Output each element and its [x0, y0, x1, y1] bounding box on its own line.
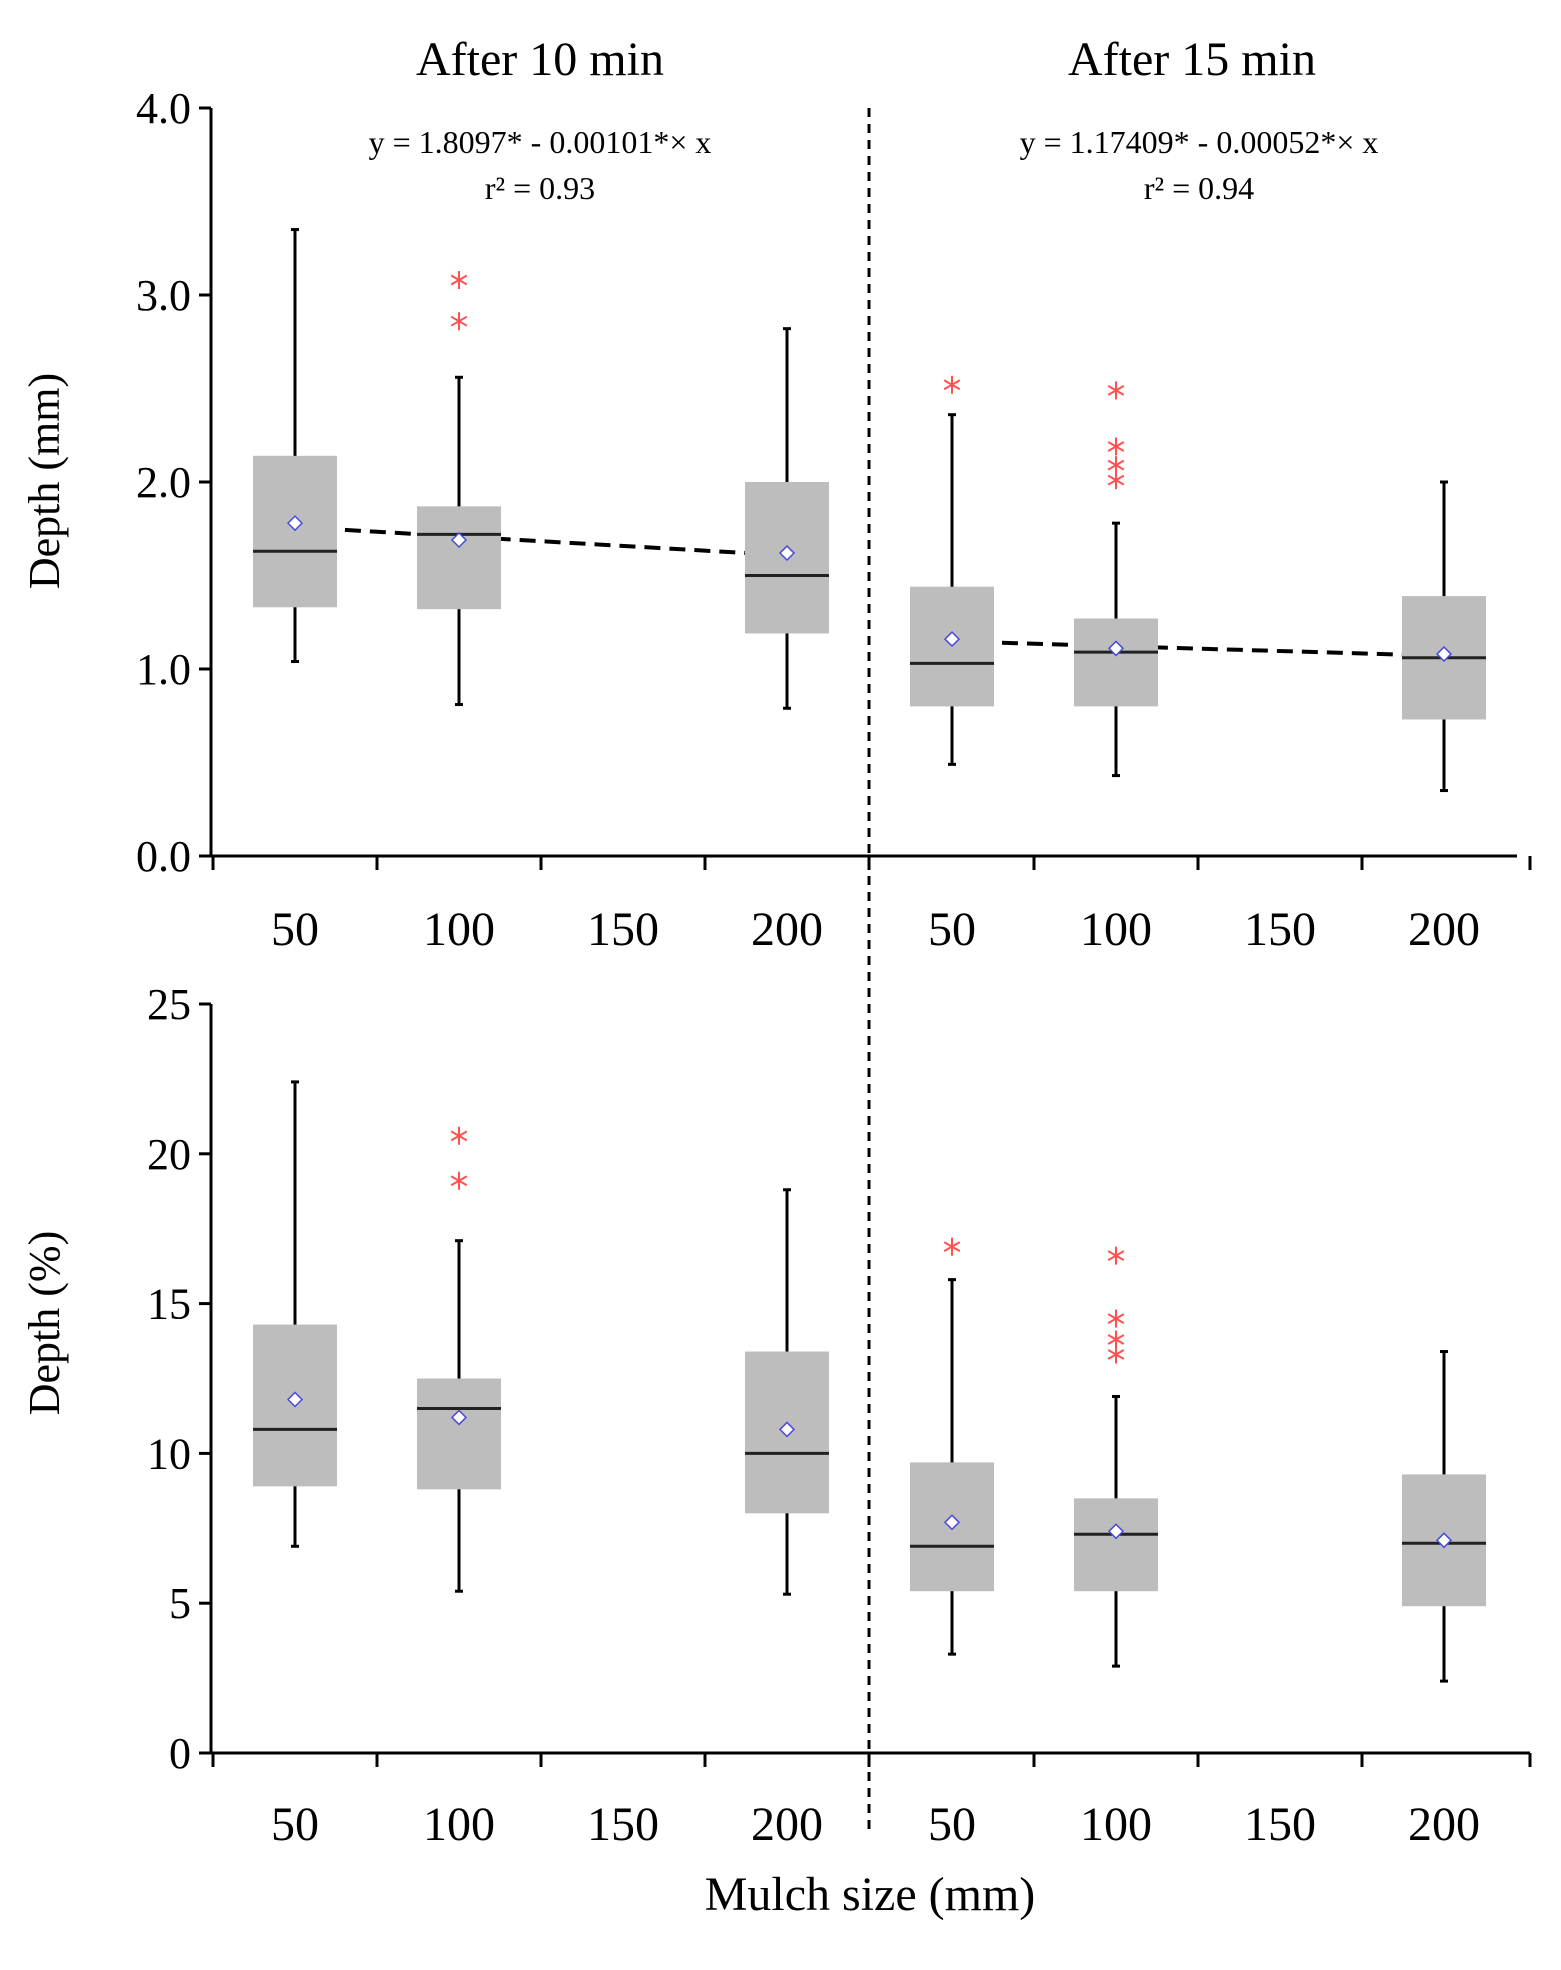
box-10min-200: [745, 327, 829, 710]
outlier-marker: [450, 1171, 468, 1190]
outlier-stroke: [1107, 1334, 1125, 1345]
outlier-stroke: [450, 1130, 468, 1142]
section-title-10min: After 10 min: [416, 33, 664, 86]
x-tick-label-50: 50: [271, 903, 319, 956]
x-tick-label-50: 50: [928, 1798, 976, 1851]
outlier-stroke: [1107, 1313, 1125, 1324]
outlier-marker: [1107, 456, 1125, 475]
mean-marker: [1107, 1523, 1125, 1540]
r2-15min: r² = 0.94: [1144, 170, 1254, 206]
chart-marks: 0.0 1.0 2.0 3.0 4.0 50 100 150 200 50 100 150 200 0 5 1…: [136, 84, 1532, 1851]
x-tick-label-100: 100: [1080, 1798, 1152, 1851]
y-tick-label: 25: [147, 980, 191, 1029]
outlier-stroke: [450, 1175, 468, 1187]
panel-depth-mm: 0.0 1.0 2.0 3.0 4.0 50 100 150 200 50 100 150 200: [136, 84, 1532, 956]
outlier-marker: [943, 1237, 961, 1256]
x-tick-label-100: 100: [1080, 903, 1152, 956]
y-tick-label: 3.0: [136, 271, 191, 320]
equation-15min: y = 1.17409* - 0.00052*× x: [1020, 124, 1379, 160]
y-tick-label: 0.0: [136, 832, 191, 881]
y-axis-title-percent: Depth (%): [20, 1231, 69, 1416]
box-iqr: [417, 1378, 501, 1490]
mean-marker: [943, 631, 961, 648]
trend-line: [294, 525, 788, 558]
mean-marker: [286, 1391, 304, 1408]
outlier-stroke: [1107, 441, 1125, 452]
mean-marker: [778, 544, 796, 562]
box-10min-100: [417, 271, 501, 707]
x-tick-label-200: 200: [1408, 1798, 1480, 1851]
box-15min-200: [1402, 1350, 1486, 1683]
outlier-marker: [450, 1126, 468, 1145]
outlier-stroke: [943, 1241, 961, 1253]
box-10min-50: [253, 1080, 337, 1548]
y-tick-label: 0: [169, 1729, 191, 1778]
y-tick-label: 2.0: [136, 458, 191, 507]
box-15min-50: [910, 375, 994, 766]
outlier-stroke: [1107, 1349, 1125, 1360]
box-10min-50: [253, 228, 337, 664]
mean-marker: [450, 1409, 468, 1426]
mean-marker: [943, 1514, 961, 1531]
x-tick-label-150: 150: [587, 1798, 659, 1851]
trend-line: [951, 639, 1445, 658]
outlier-marker: [1107, 1246, 1125, 1265]
panel-depth-percent: 0 5 10 15 20 25 50 100 150 200 50 100 150 200: [147, 980, 1532, 1851]
equation-10min: y = 1.8097* - 0.00101*× x: [369, 124, 712, 160]
box-10min-100: [417, 1126, 501, 1593]
x-tick-label-150: 150: [1244, 903, 1316, 956]
x-tick-label-150: 150: [1244, 1798, 1316, 1851]
x-tick-label-50: 50: [271, 1798, 319, 1851]
outlier-stroke: [1107, 385, 1125, 396]
section-title-15min: After 15 min: [1068, 33, 1316, 86]
y-tick-label: 10: [147, 1429, 191, 1478]
outlier-marker: [450, 271, 468, 290]
box-10min-200: [745, 1188, 829, 1596]
mean-marker: [1107, 640, 1125, 657]
box-15min-100: [1074, 1246, 1158, 1668]
x-axis-title: Mulch size (mm): [705, 1868, 1036, 1921]
outlier-stroke: [943, 379, 961, 391]
y-tick-label: 5: [169, 1579, 191, 1628]
x-tick-label-200: 200: [1408, 903, 1480, 956]
outlier-marker: [450, 312, 468, 331]
x-tick-label-200: 200: [751, 1798, 823, 1851]
box-iqr: [1074, 618, 1158, 707]
box-iqr: [253, 455, 337, 608]
outlier-stroke: [1107, 1250, 1125, 1262]
mean-marker: [286, 515, 304, 532]
box-15min-200: [1402, 480, 1486, 793]
y-tick-label: 1.0: [136, 645, 191, 694]
x-tick-label-100: 100: [423, 1798, 495, 1851]
mean-marker: [778, 1421, 796, 1438]
box-iqr: [417, 506, 501, 610]
x-tick-label-100: 100: [423, 903, 495, 956]
box-15min-50: [910, 1237, 994, 1656]
y-tick-label: 15: [147, 1280, 191, 1329]
outlier-marker: [1107, 1330, 1125, 1349]
outlier-marker: [943, 375, 961, 394]
outlier-stroke: [450, 274, 468, 286]
mean-marker: [450, 531, 468, 549]
outlier-marker: [1107, 1309, 1125, 1328]
box-15min-100: [1074, 381, 1158, 778]
outlier-marker: [1107, 437, 1125, 456]
x-tick-label-200: 200: [751, 903, 823, 956]
mean-marker: [1435, 1532, 1453, 1549]
y-tick-label: 4.0: [136, 84, 191, 133]
r2-10min: r² = 0.93: [485, 170, 595, 206]
x-tick-label-50: 50: [928, 903, 976, 956]
outlier-marker: [1107, 381, 1125, 400]
y-axis-title-mm: Depth (mm): [20, 373, 69, 589]
mean-marker: [1435, 645, 1453, 663]
outlier-stroke: [450, 315, 468, 327]
outlier-stroke: [1107, 459, 1125, 471]
y-tick-label: 20: [147, 1130, 191, 1179]
x-tick-label-150: 150: [587, 903, 659, 956]
box-iqr: [1074, 1498, 1158, 1592]
outlier-stroke: [1107, 474, 1125, 486]
